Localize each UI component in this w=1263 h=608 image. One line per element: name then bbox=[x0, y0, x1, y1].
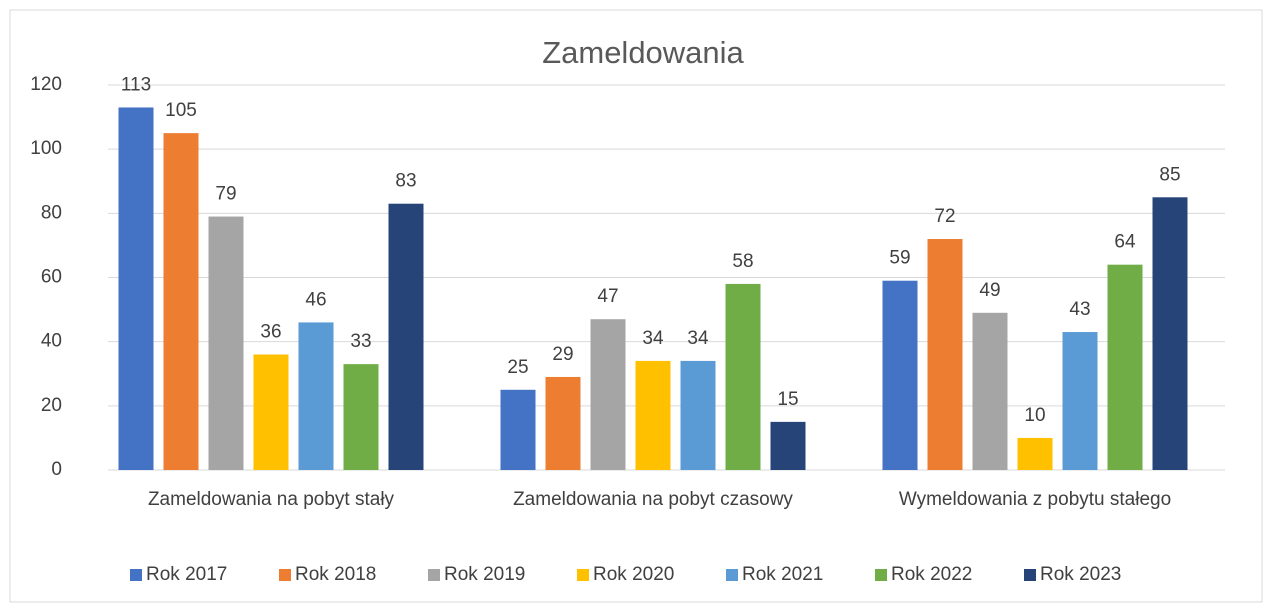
y-tick-label: 40 bbox=[41, 331, 62, 352]
bar bbox=[298, 322, 334, 470]
y-tick-label: 100 bbox=[30, 138, 62, 159]
data-label: 49 bbox=[979, 280, 1000, 301]
data-label: 85 bbox=[1159, 164, 1180, 185]
data-label: 36 bbox=[260, 322, 281, 343]
x-tick-label: Zameldowania na pobyt czasowy bbox=[513, 489, 793, 510]
bar bbox=[1062, 332, 1098, 470]
y-tick-label: 60 bbox=[41, 267, 62, 288]
legend-swatch bbox=[428, 569, 440, 581]
data-label: 72 bbox=[934, 206, 955, 227]
legend-swatch bbox=[130, 569, 142, 581]
data-label: 83 bbox=[395, 171, 416, 192]
data-label: 64 bbox=[1114, 232, 1136, 253]
bar bbox=[770, 421, 806, 470]
data-label: 113 bbox=[121, 74, 151, 95]
bar bbox=[208, 216, 244, 470]
legend-label: Rok 2017 bbox=[146, 564, 227, 585]
y-tick-label: 0 bbox=[51, 459, 62, 480]
legend-swatch bbox=[279, 569, 291, 581]
data-label: 29 bbox=[552, 344, 573, 365]
data-label: 47 bbox=[597, 286, 618, 307]
data-label: 58 bbox=[732, 251, 753, 272]
data-label: 33 bbox=[350, 331, 371, 352]
legend-label: Rok 2019 bbox=[444, 564, 525, 585]
bar bbox=[500, 389, 536, 470]
legend-label: Rok 2023 bbox=[1040, 564, 1121, 585]
data-label: 59 bbox=[889, 248, 910, 269]
legend-label: Rok 2018 bbox=[295, 564, 376, 585]
bar bbox=[1152, 197, 1188, 470]
legend-swatch bbox=[726, 569, 738, 581]
legend-swatch bbox=[577, 569, 589, 581]
bar bbox=[163, 133, 199, 470]
bar bbox=[1017, 437, 1053, 470]
bar bbox=[635, 360, 671, 470]
bar bbox=[118, 107, 154, 470]
bar bbox=[972, 312, 1008, 470]
data-label: 34 bbox=[642, 328, 664, 349]
data-label: 43 bbox=[1069, 299, 1090, 320]
bar bbox=[388, 203, 424, 471]
data-label: 10 bbox=[1024, 405, 1045, 426]
bar bbox=[545, 376, 581, 470]
y-tick-label: 120 bbox=[30, 74, 62, 95]
legend-label: Rok 2021 bbox=[742, 564, 823, 585]
bar bbox=[253, 354, 289, 470]
legend-label: Rok 2020 bbox=[593, 564, 674, 585]
data-label: 79 bbox=[215, 184, 236, 205]
x-tick-label: Wymeldowania z pobytu stałego bbox=[899, 489, 1171, 510]
bar bbox=[1107, 264, 1143, 470]
data-label: 105 bbox=[165, 100, 197, 121]
data-label: 46 bbox=[305, 289, 326, 310]
y-tick-label: 80 bbox=[41, 202, 62, 223]
bar bbox=[927, 239, 963, 470]
data-label: 15 bbox=[777, 389, 798, 410]
y-tick-label: 20 bbox=[41, 395, 62, 416]
x-tick-label: Zameldowania na pobyt stały bbox=[148, 489, 395, 510]
bar bbox=[590, 319, 626, 470]
legend-swatch bbox=[1024, 569, 1036, 581]
chart-title: Zameldowania bbox=[542, 35, 744, 70]
legend-label: Rok 2022 bbox=[891, 564, 972, 585]
bar bbox=[343, 364, 379, 470]
bar bbox=[882, 280, 918, 470]
legend-swatch bbox=[875, 569, 887, 581]
bar bbox=[725, 283, 761, 470]
data-label: 34 bbox=[687, 328, 709, 349]
data-label: 25 bbox=[507, 357, 528, 378]
bar bbox=[680, 360, 716, 470]
